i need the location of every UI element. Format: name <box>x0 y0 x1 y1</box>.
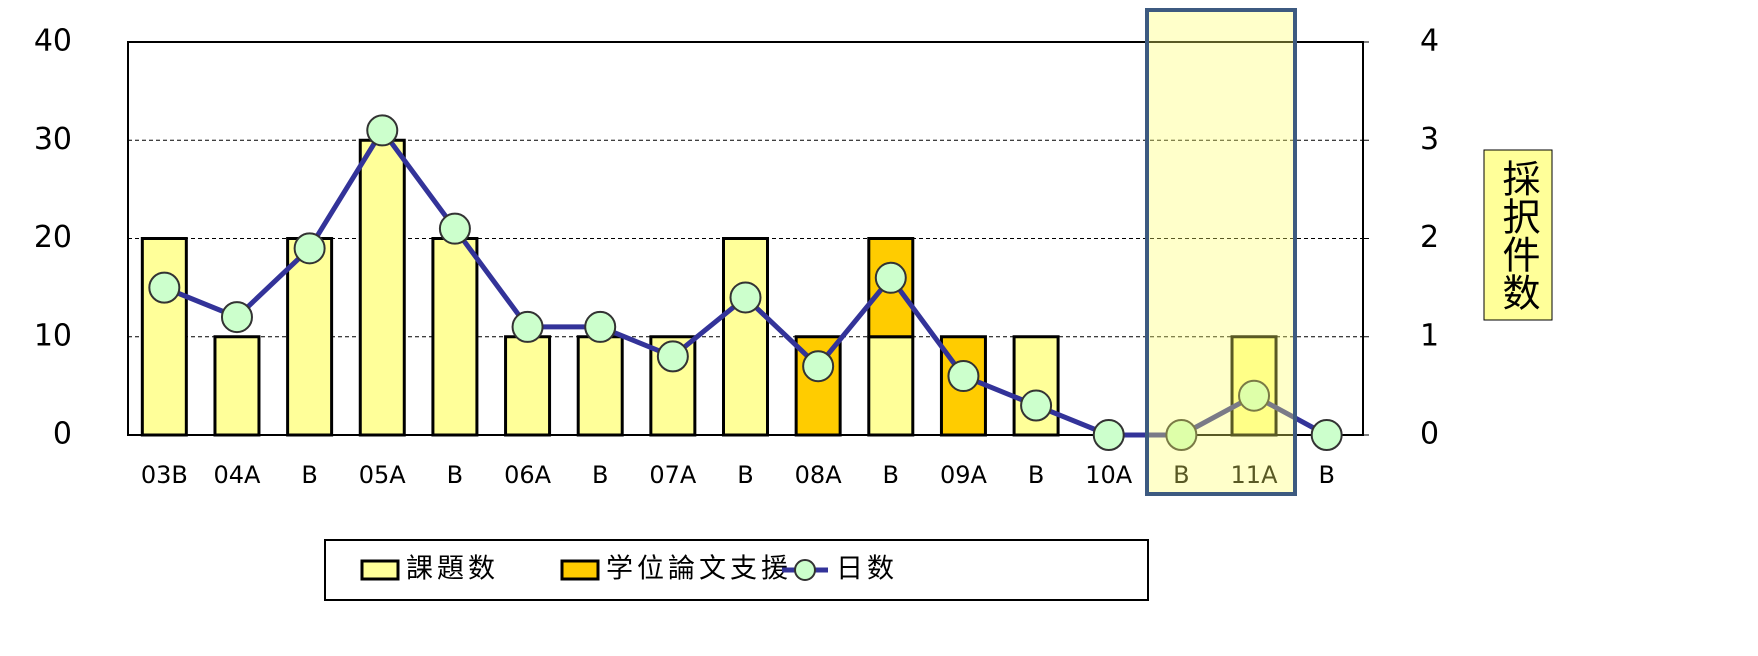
x-tick-label: B <box>447 461 463 489</box>
x-tick-label: 04A <box>213 461 261 489</box>
y2-tick-label: 1 <box>1420 318 1439 353</box>
line-marker <box>947 360 980 393</box>
x-tick-label: 06A <box>504 461 552 489</box>
legend-swatch <box>794 559 816 581</box>
x-tick-label: B <box>301 461 317 489</box>
bar <box>286 237 334 437</box>
y2-tick-label: 4 <box>1420 24 1439 59</box>
line-marker <box>148 271 181 304</box>
line-marker <box>729 281 762 314</box>
highlight-box <box>1145 8 1297 496</box>
y-tick-label: 40 <box>34 24 72 59</box>
x-tick-label: 05A <box>359 461 407 489</box>
bar <box>867 335 915 437</box>
bars <box>140 138 1278 437</box>
y-tick-label: 20 <box>34 220 72 255</box>
bar <box>358 138 406 437</box>
x-tick-label: 09A <box>940 461 988 489</box>
legend-swatch <box>560 559 600 581</box>
y2-tick-label: 3 <box>1420 122 1439 157</box>
labels: 0 10 20 30 40 0 1 2 3 4 03B 04A B 05A B 06A B 07A B 08A B 09A… <box>34 24 1439 490</box>
y-tick-label: 0 <box>53 417 72 452</box>
x-tick-label: B <box>592 461 608 489</box>
y-tick-label: 30 <box>34 122 72 157</box>
legend-box <box>324 539 1149 601</box>
line-marker <box>438 212 471 245</box>
x-tick-label: 08A <box>795 461 843 489</box>
line-marker <box>802 350 835 383</box>
line-marker <box>511 310 544 343</box>
line-marker <box>220 301 253 334</box>
legend-label: 日数 <box>836 554 898 585</box>
x-tick-label: 11A <box>1231 461 1279 489</box>
line-marker <box>366 114 399 147</box>
x-tick-label: B <box>883 461 899 489</box>
line-marker <box>1238 379 1271 412</box>
line-marker <box>1020 389 1053 422</box>
x-tick-label: 10A <box>1085 461 1133 489</box>
x-tick-label: B <box>1318 461 1334 489</box>
line-marker <box>584 310 617 343</box>
bar <box>504 335 552 437</box>
line-marker <box>1310 419 1343 451</box>
x-tick-label: B <box>1028 461 1044 489</box>
legend-swatch <box>360 559 400 581</box>
y2-tick-label: 2 <box>1420 220 1439 255</box>
x-tick-label: B <box>1173 461 1189 489</box>
x-tick-label: B <box>737 461 753 489</box>
bar <box>213 335 261 437</box>
legend-label: 課題数 <box>406 554 499 585</box>
bar <box>576 335 624 437</box>
line-marker <box>1165 419 1198 451</box>
x-tick-label: 03B <box>141 461 188 489</box>
line-marker <box>1092 419 1125 451</box>
line-layer <box>148 114 1343 451</box>
line-marker <box>656 340 689 373</box>
bar <box>722 237 769 437</box>
y2-label-box <box>1483 149 1553 321</box>
y2-label: 採択件数 <box>1496 159 1540 311</box>
bar <box>431 237 479 437</box>
legend-label: 学位論文支援 <box>606 554 792 585</box>
line-marker <box>874 261 907 294</box>
legend: 課題数 学位論文支援 日数 <box>360 554 898 585</box>
y2-tick-label: 0 <box>1420 417 1439 452</box>
y-tick-label: 10 <box>34 318 72 353</box>
x-tick-label: 07A <box>649 461 697 489</box>
bar <box>140 237 188 437</box>
line-marker <box>293 232 326 265</box>
